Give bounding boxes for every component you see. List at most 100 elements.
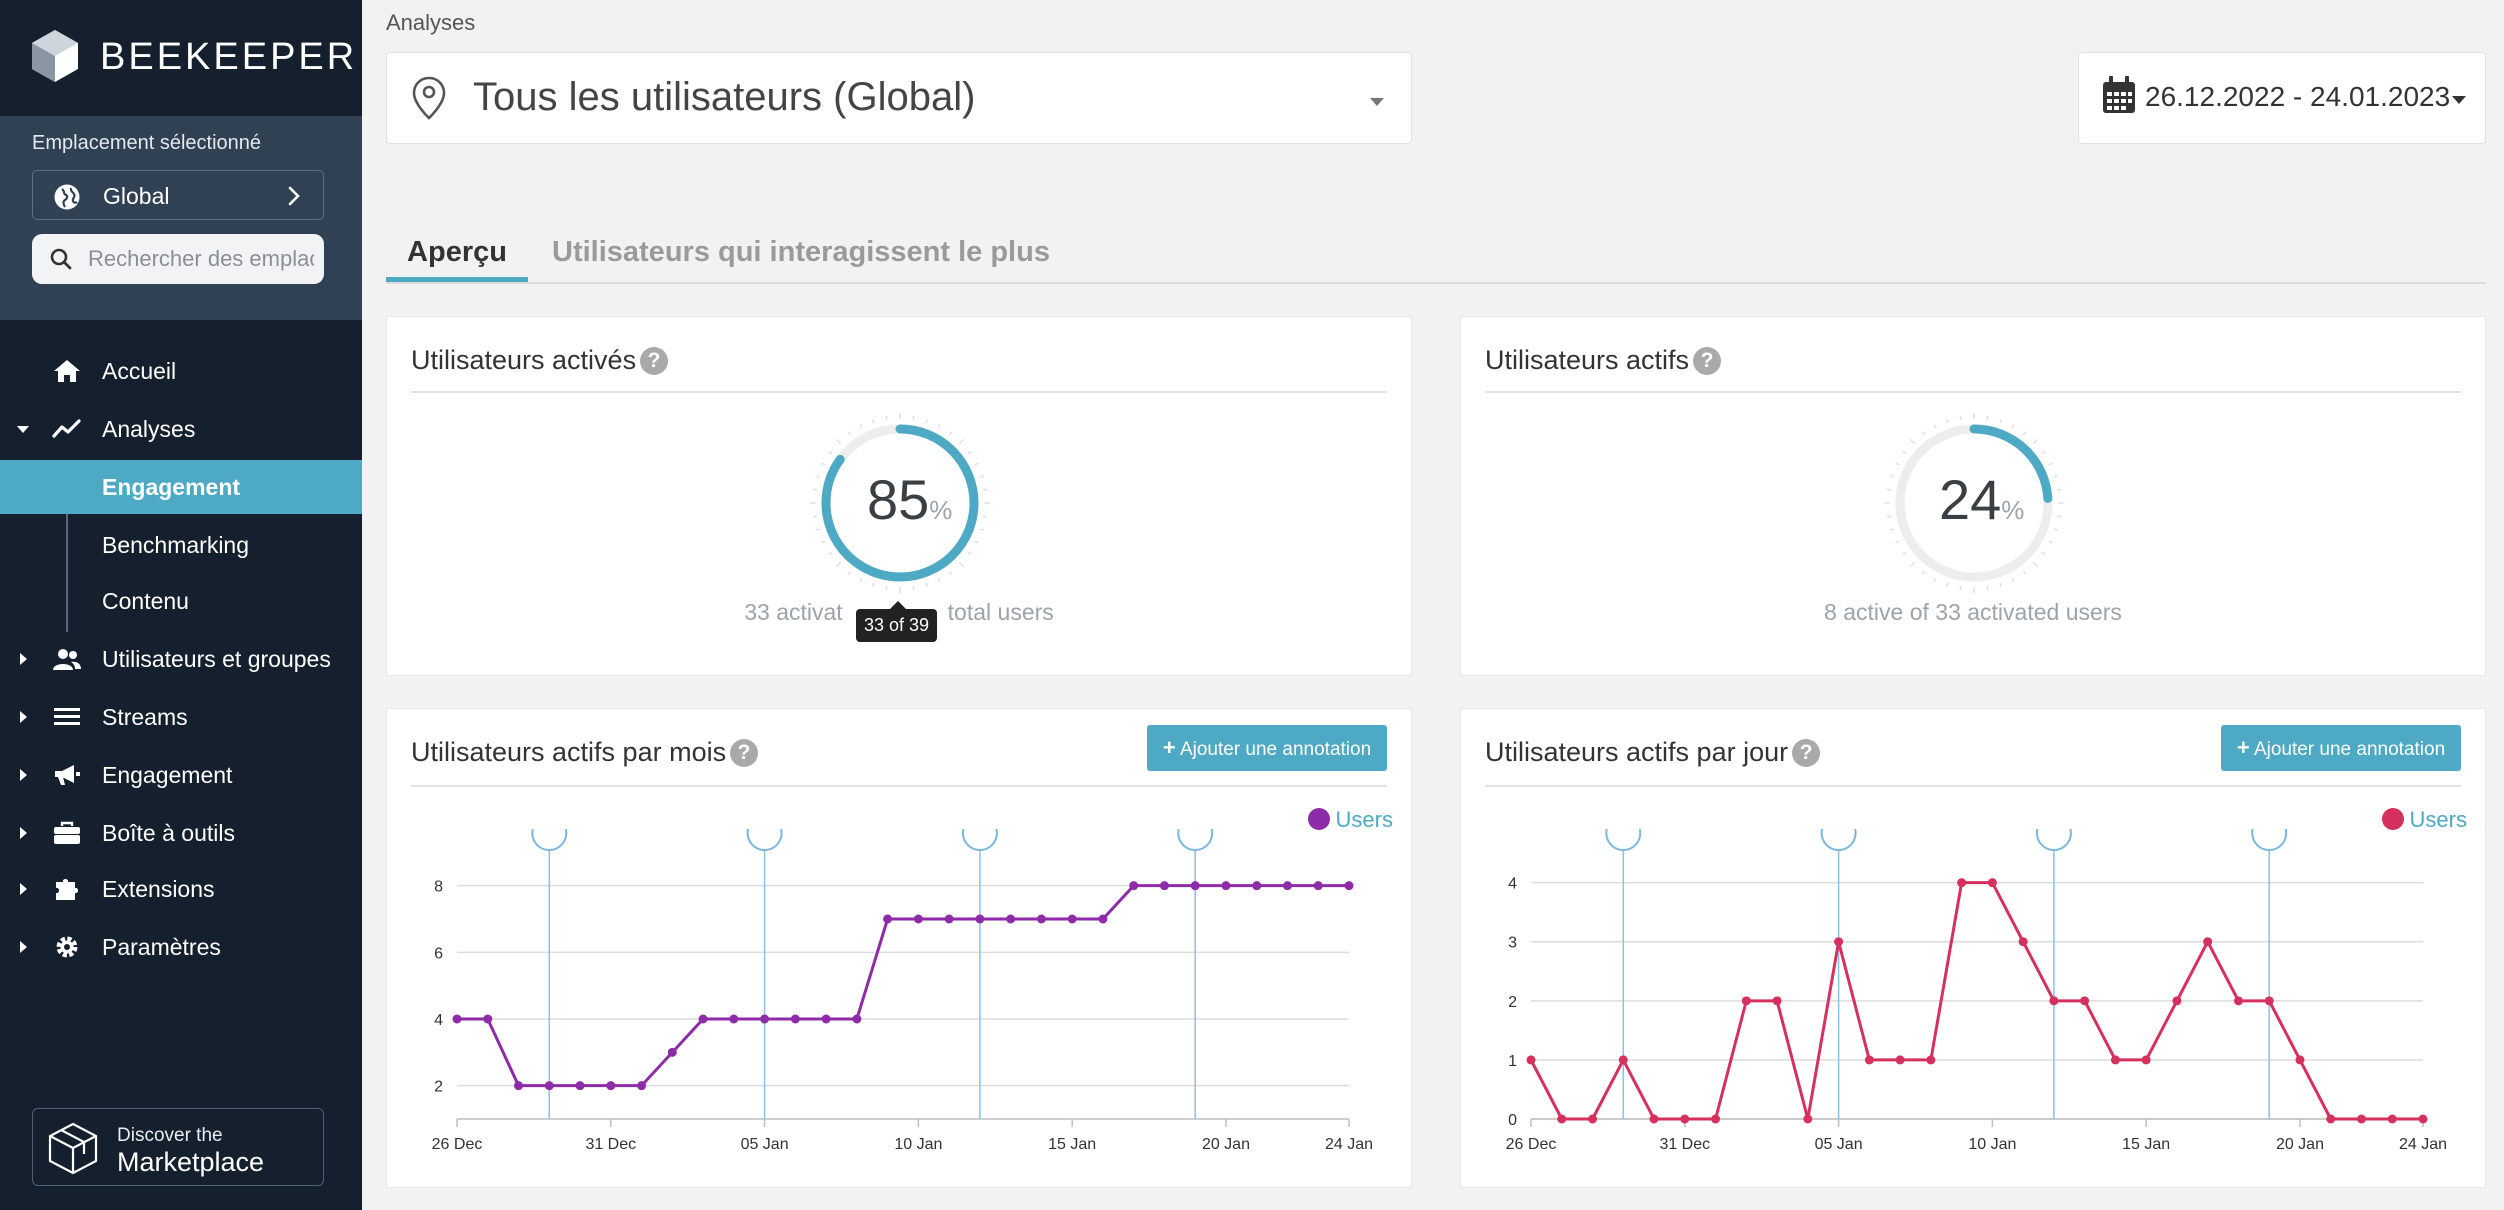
nav-engagement[interactable]: Engagement — [0, 748, 362, 802]
gauge-tick — [948, 431, 953, 436]
series-line — [457, 884, 1349, 1088]
brand[interactable]: BEEKEEPER — [0, 0, 362, 116]
gauge-tick — [1890, 528, 1895, 531]
divider — [411, 391, 1387, 393]
breadcrumb: Analyses — [386, 10, 476, 35]
gauge-tick — [1902, 551, 1907, 556]
user-scope-dropdown[interactable]: Tous les utilisateurs (Global) — [386, 52, 1412, 144]
data-point — [1036, 914, 1046, 924]
gauge-tick — [2048, 462, 2053, 466]
nav-toolbox[interactable]: Boîte à outils — [0, 806, 362, 860]
nav-users-groups[interactable]: Utilisateurs et groupes — [0, 632, 362, 686]
daily-active-title-text: Utilisateurs actifs par jour — [1485, 737, 1789, 767]
location-select-label: Global — [103, 183, 170, 209]
nav-content[interactable]: Contenu — [0, 574, 362, 628]
gauge-tick — [912, 415, 915, 421]
data-point — [544, 1081, 554, 1091]
tab-overview[interactable]: Aperçu — [386, 226, 528, 282]
chart-legend[interactable]: Users — [2381, 807, 2467, 833]
users-icon — [53, 649, 81, 670]
x-tick-label: 15 Jan — [2122, 1136, 2170, 1153]
nav-analytics[interactable]: Analyses — [0, 402, 362, 456]
data-point — [1557, 1114, 1567, 1124]
data-point — [1772, 996, 1782, 1006]
activated-users-title: Utilisateurs activés? — [411, 345, 669, 376]
caret-right-icon — [20, 769, 27, 781]
gauge-tick — [967, 551, 972, 556]
data-point — [2203, 937, 2213, 947]
activated-gauge-value: 85% — [867, 467, 952, 532]
caret-right-icon — [20, 883, 27, 895]
data-point — [1067, 914, 1077, 924]
y-tick-label: 4 — [1508, 876, 1517, 893]
nav-extensions-label: Extensions — [102, 876, 215, 902]
date-range-picker[interactable]: 26.12.2022 - 24.01.2023 — [2078, 52, 2486, 144]
annotation-marker[interactable] — [2035, 829, 2072, 851]
help-icon[interactable]: ? — [1693, 347, 1722, 375]
x-tick-label: 24 Jan — [1325, 1136, 1373, 1153]
annotation-marker[interactable] — [1605, 829, 1642, 851]
series-line — [1529, 881, 2423, 1121]
active-gauge — [1884, 413, 2064, 593]
gear-icon — [56, 936, 78, 958]
caret-down-icon — [1370, 98, 1384, 106]
gauge-tick — [2022, 570, 2027, 575]
tab-top-users[interactable]: Utilisateurs qui interagissent le plus — [552, 226, 1050, 282]
gauge-ticks — [1884, 413, 2064, 593]
daily-active-card: Utilisateurs actifs par jour? + Ajouter … — [1460, 708, 2486, 1188]
data-point — [975, 914, 985, 924]
nav-engagement-sub[interactable]: Engagement — [0, 460, 362, 514]
data-point — [1221, 881, 1231, 891]
nav-benchmarking[interactable]: Benchmarking — [0, 518, 362, 572]
marketplace-button[interactable]: Discover the Marketplace — [32, 1108, 324, 1186]
annotation-marker[interactable] — [746, 829, 783, 851]
location-select[interactable]: Global — [32, 170, 324, 220]
activated-subtitle-right: total users — [947, 599, 1054, 625]
annotation-marker[interactable] — [1820, 829, 1857, 851]
data-point — [729, 1014, 739, 1024]
help-icon[interactable]: ? — [640, 347, 669, 375]
data-point — [1190, 881, 1200, 891]
nav-extensions[interactable]: Extensions — [0, 862, 362, 916]
caret-right-icon — [20, 941, 27, 953]
gauge-tick — [859, 577, 863, 582]
data-point — [514, 1081, 524, 1091]
add-annotation-button[interactable]: + Ajouter une annotation — [1147, 725, 1387, 771]
gauge-tick — [1886, 488, 1892, 491]
nav-streams[interactable]: Streams — [0, 690, 362, 744]
y-tick-label: 1 — [1508, 1053, 1517, 1070]
y-tick-label: 2 — [1508, 994, 1517, 1011]
nav-home[interactable]: Accueil — [0, 344, 362, 398]
gauge-tick — [816, 475, 821, 478]
annotation-marker[interactable] — [2251, 829, 2288, 851]
gauge-tick — [1921, 570, 1926, 575]
annotation-marker[interactable] — [961, 829, 998, 851]
gauge-tick — [885, 585, 888, 591]
data-point — [1159, 881, 1169, 891]
gauge-tick — [979, 528, 984, 531]
help-icon[interactable]: ? — [1792, 739, 1821, 767]
gauge-tick — [872, 582, 875, 587]
tab-bar: Aperçu Utilisateurs qui interagissent le… — [386, 212, 2486, 284]
chart-legend[interactable]: Users — [1307, 807, 1393, 833]
annotation-marker[interactable] — [531, 829, 568, 851]
toolbox-icon — [54, 821, 80, 844]
nav-content-label: Contenu — [102, 588, 189, 614]
gauge-tick — [1933, 577, 1937, 582]
marketplace-bottom-label: Marketplace — [117, 1147, 265, 1177]
megaphone-icon — [55, 765, 80, 785]
annotation-marker[interactable] — [1177, 829, 1214, 851]
gauge-tick — [1959, 585, 1962, 591]
activated-subtitle: 33 activat total users — [387, 599, 1411, 626]
gauge-tick — [2053, 528, 2058, 531]
data-point — [606, 1081, 616, 1091]
monthly-active-title: Utilisateurs actifs par mois? — [411, 737, 759, 768]
gauge-tooltip: 33 of 39 — [856, 601, 938, 642]
data-point — [1895, 1055, 1905, 1065]
add-annotation-button[interactable]: + Ajouter une annotation — [2221, 725, 2461, 771]
location-search-input[interactable] — [88, 244, 314, 274]
gauge-tick — [1921, 431, 1926, 436]
nav-settings[interactable]: Paramètres — [0, 920, 362, 974]
help-icon[interactable]: ? — [730, 739, 759, 767]
y-tick-label: 3 — [1508, 935, 1517, 952]
